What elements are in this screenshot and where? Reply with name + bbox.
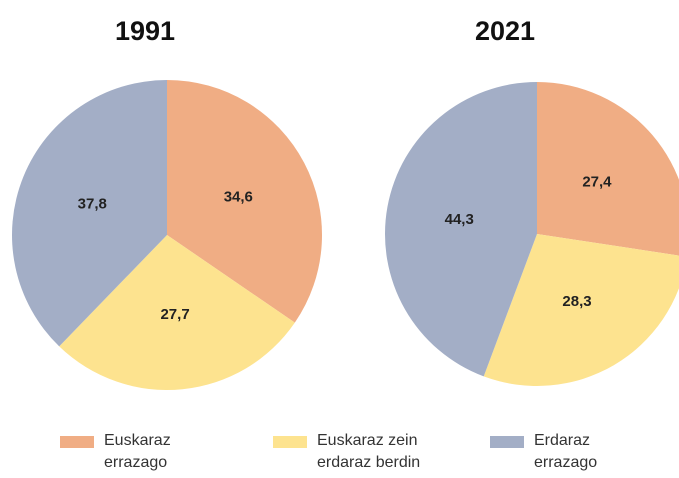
pie-slice: [12, 80, 167, 347]
data-label: 34,6: [224, 188, 253, 205]
pie-slice: [483, 234, 679, 386]
legend-item: Euskaraz zein erdaraz berdin: [273, 430, 447, 474]
legend-label: Euskaraz zein erdaraz berdin: [317, 432, 421, 471]
pie-slice: [385, 82, 537, 377]
legend-swatch: [490, 436, 524, 448]
data-label: 37,8: [78, 196, 107, 213]
legend-label: Euskaraz errazago: [104, 432, 171, 471]
data-label: 27,7: [160, 306, 189, 323]
legend-swatch: [273, 436, 307, 448]
legend-item: Erdaraz errazago: [490, 430, 634, 474]
pie-slice: [59, 235, 295, 391]
legend-item: Euskaraz errazago: [60, 430, 214, 474]
data-label: 44,3: [445, 211, 474, 228]
pie-slice: [167, 80, 322, 323]
chart-title: 2021: [475, 16, 535, 46]
legend-label: Erdaraz errazago: [534, 432, 598, 471]
chart-title: 1991: [115, 16, 175, 46]
data-label: 28,3: [562, 293, 591, 310]
charts: 1991 34,6 27,7 37,8 2021 27,4 28,3 44,3: [12, 16, 679, 391]
legend-swatch: [60, 436, 94, 448]
pie-slice: [537, 82, 679, 256]
data-label: 27,4: [582, 173, 612, 190]
